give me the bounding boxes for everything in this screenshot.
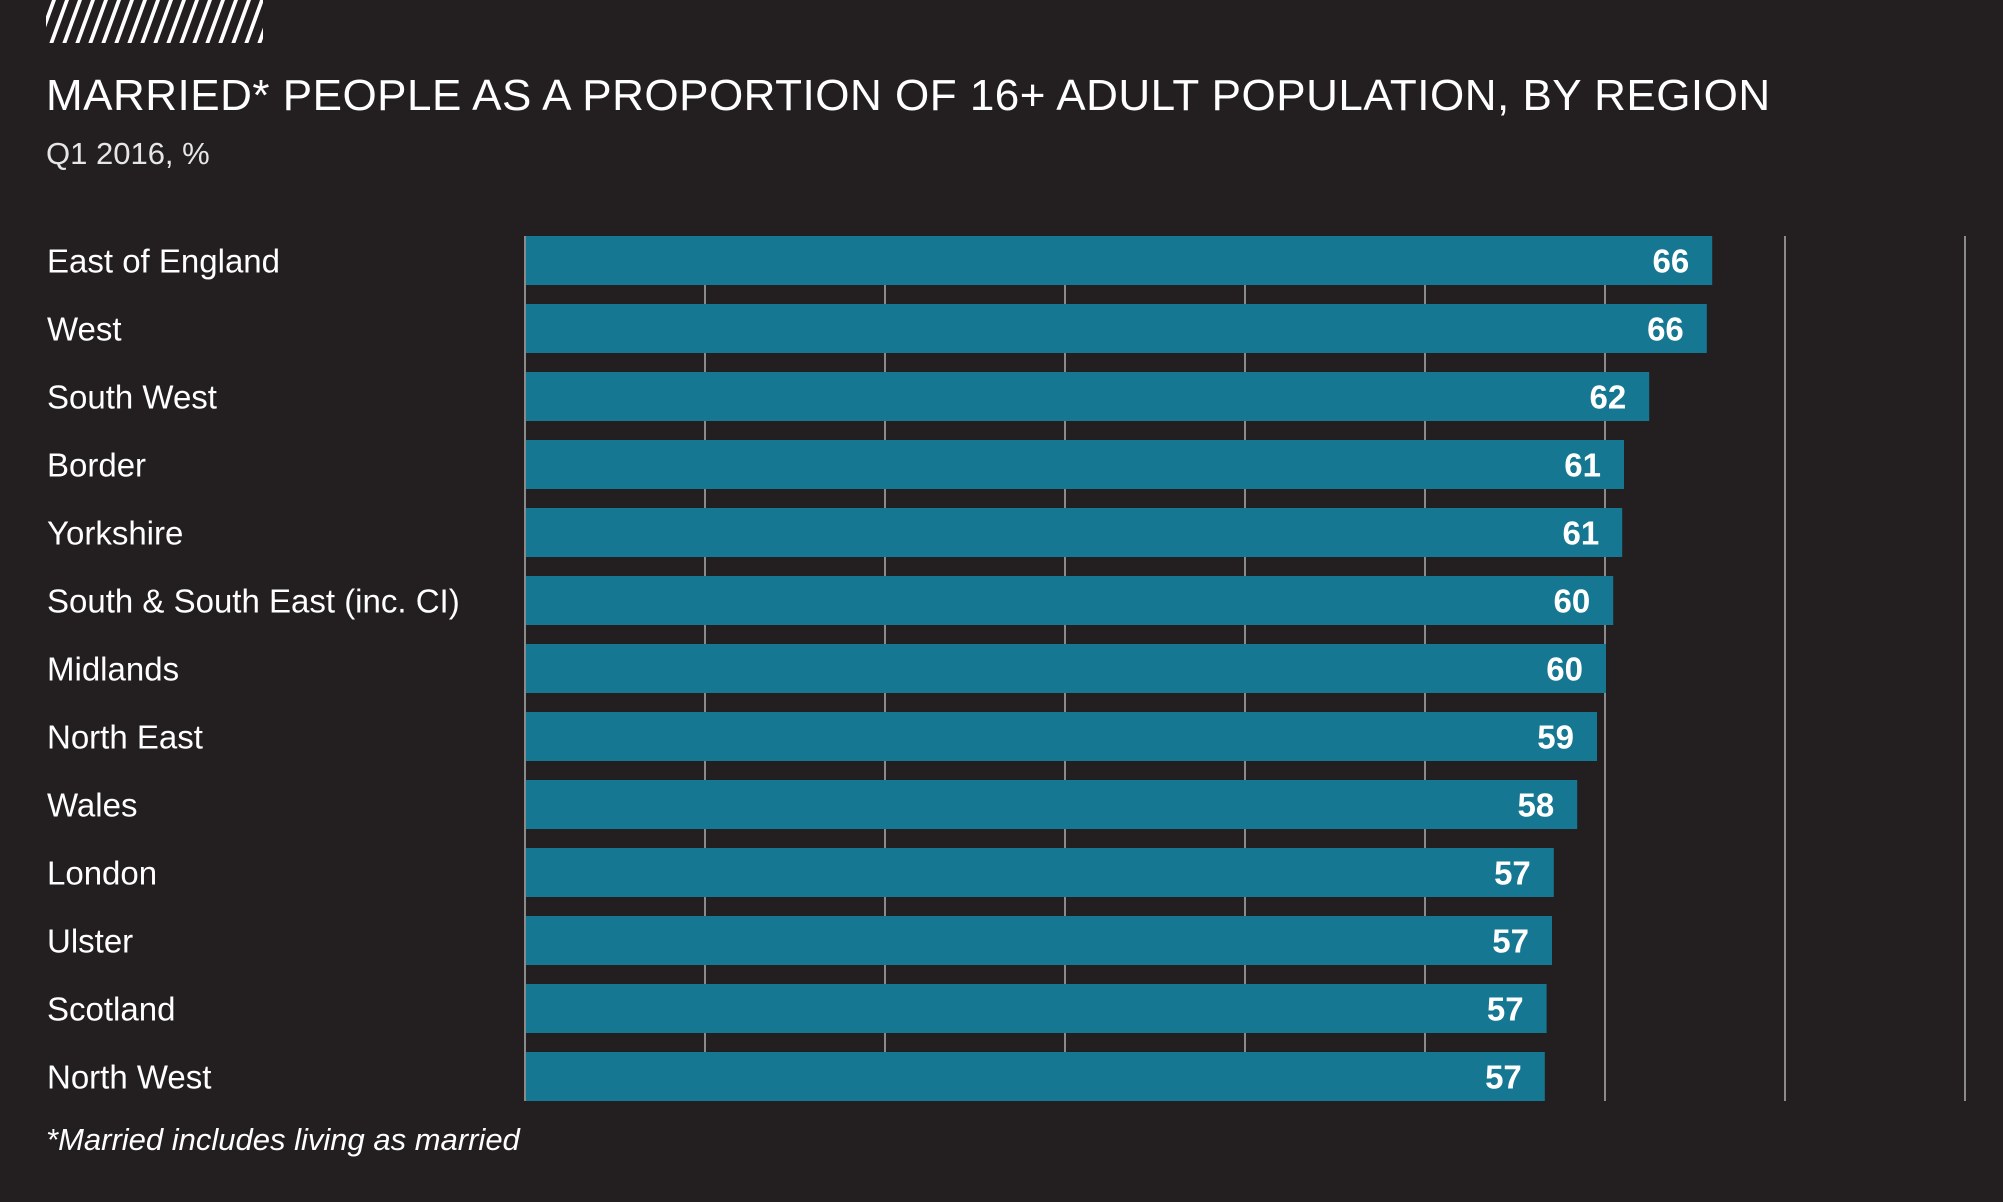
data-label: 57: [1492, 923, 1529, 960]
chart-title: MARRIED* PEOPLE AS A PROPORTION OF 16+ A…: [46, 71, 1771, 120]
bar: [526, 1052, 1545, 1101]
bar: [526, 576, 1614, 625]
data-label: 57: [1494, 855, 1531, 892]
category-label: Scotland: [47, 991, 175, 1028]
data-label: 60: [1553, 583, 1590, 620]
data-labels: 66 66 62 61 61 60 60 59 58 57 57 57 57: [1485, 243, 1689, 1096]
data-label: 61: [1562, 515, 1599, 552]
bar: [526, 644, 1606, 693]
hatch-logo: [46, 0, 263, 43]
data-label: 66: [1647, 311, 1684, 348]
data-label: 60: [1546, 651, 1583, 688]
bar: [526, 916, 1552, 965]
data-label: 59: [1537, 719, 1574, 756]
category-label: North East: [47, 719, 203, 756]
bar: [526, 984, 1547, 1033]
footnote: *Married includes living as married: [46, 1122, 522, 1157]
bar: [526, 372, 1650, 421]
category-label: West: [47, 311, 122, 348]
data-label: 58: [1517, 787, 1554, 824]
category-label: East of England: [47, 243, 280, 280]
category-label: South West: [47, 379, 217, 416]
bar: [526, 780, 1578, 829]
chart-subtitle: Q1 2016, %: [46, 136, 210, 171]
category-label: Ulster: [47, 923, 133, 960]
category-label: Yorkshire: [47, 515, 183, 552]
bar: [526, 848, 1554, 897]
category-label: Wales: [47, 787, 137, 824]
data-label: 57: [1487, 991, 1524, 1028]
category-label: South & South East (inc. CI): [47, 583, 460, 620]
bar: [526, 440, 1624, 489]
category-label: London: [47, 855, 157, 892]
bars: [526, 236, 1713, 1101]
data-label: 66: [1652, 243, 1689, 280]
category-labels: East of England West South West Border Yorks…: [47, 243, 460, 1096]
data-label: 61: [1564, 447, 1601, 484]
category-label: Border: [47, 447, 146, 484]
category-label: North West: [47, 1059, 211, 1096]
data-label: 57: [1485, 1059, 1522, 1096]
bar: [526, 236, 1713, 285]
category-label: Midlands: [47, 651, 179, 688]
bar: [526, 712, 1597, 761]
bar: [526, 304, 1707, 353]
bar: [526, 508, 1623, 557]
data-label: 62: [1589, 379, 1626, 416]
